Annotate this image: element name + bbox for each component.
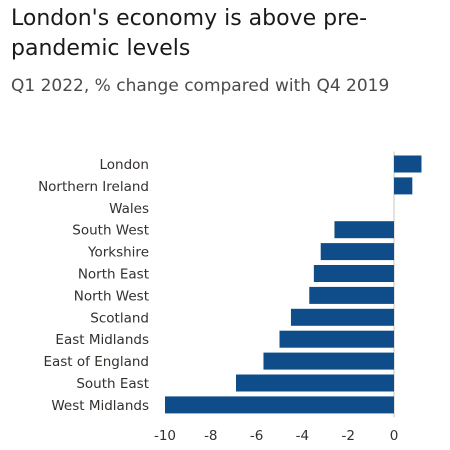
bar [394,177,413,195]
bar [263,352,394,370]
bar [394,155,422,173]
bar [235,374,394,392]
category-label: East Midlands [55,332,149,348]
category-label: West Midlands [51,398,149,414]
category-label: Scotland [90,310,149,326]
bar [290,308,394,326]
category-label: Yorkshire [87,245,149,261]
category-label: East of England [43,354,149,370]
x-tick-label: -4 [296,428,309,444]
x-tick-label: -2 [341,428,354,444]
category-label: Wales [109,201,149,217]
bar [309,286,394,304]
bar [279,330,394,348]
category-label: London [100,157,150,173]
bar [165,396,394,414]
x-tick-label: -8 [204,428,217,444]
x-tick-label: -10 [154,428,176,444]
chart-title: London's economy is above pre-pandemic l… [11,6,368,61]
category-label: North East [78,267,149,283]
bar [313,265,394,282]
x-tick-label: 0 [390,428,399,444]
chart-subtitle: Q1 2022, % change compared with Q4 2019 [11,76,390,96]
x-tick-label: -6 [250,428,263,444]
category-label: North West [74,288,149,304]
bar [320,243,394,261]
category-label: South East [76,376,149,392]
category-label: Northern Ireland [38,179,149,195]
bar [334,221,394,239]
category-label: South West [72,223,149,239]
